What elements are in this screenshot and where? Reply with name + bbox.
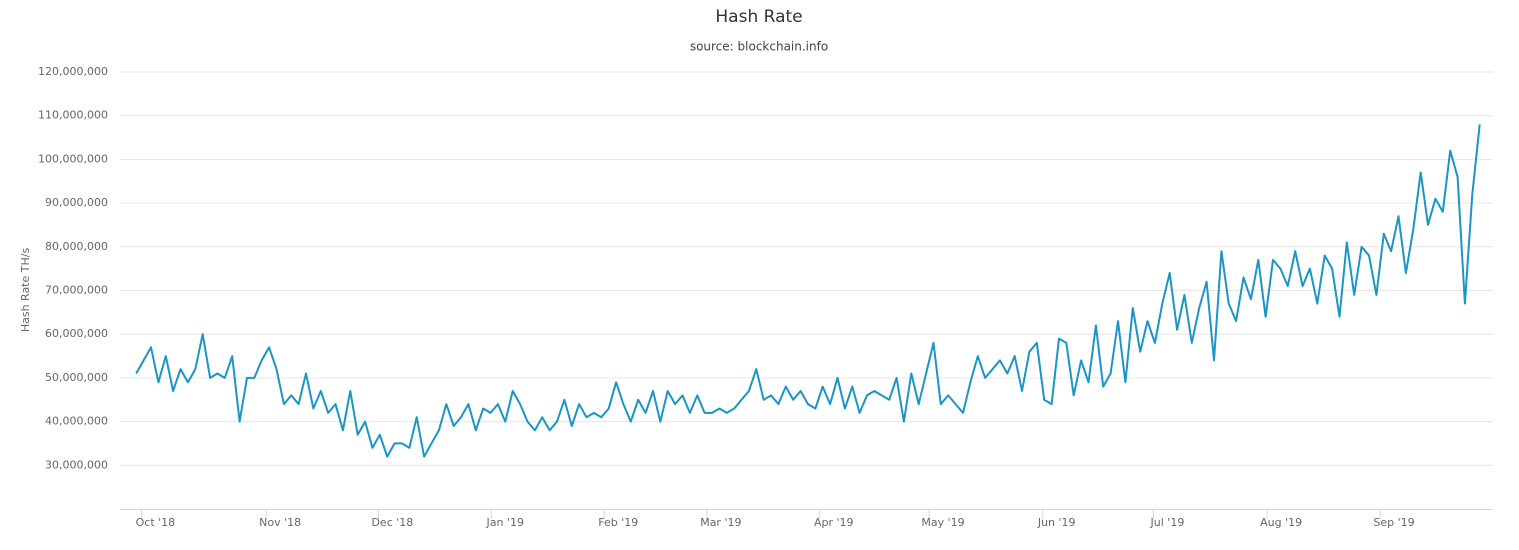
x-tick-label: Apr '19 (814, 516, 854, 529)
y-tick-label: 90,000,000 (45, 196, 108, 209)
chart-subtitle: source: blockchain.info (690, 40, 828, 54)
y-tick-label: 30,000,000 (45, 458, 108, 471)
x-tick-label: Jun '19 (1037, 516, 1076, 529)
x-tick-label: Sep '19 (1373, 516, 1414, 529)
x-tick-label: Mar '19 (700, 516, 741, 529)
y-tick-label: 110,000,000 (38, 109, 108, 122)
y-tick-label: 50,000,000 (45, 371, 108, 384)
y-tick-label: 120,000,000 (38, 65, 108, 78)
chart-title: Hash Rate (715, 7, 802, 27)
y-tick-label: 40,000,000 (45, 415, 108, 428)
x-tick-label: Jul '19 (1150, 516, 1185, 529)
x-tick-label: Nov '18 (259, 516, 301, 529)
y-tick-label: 100,000,000 (38, 152, 108, 165)
data-line (135, 124, 1481, 458)
x-tick-label: Feb '19 (598, 516, 638, 529)
x-tick-label: Oct '18 (136, 516, 176, 529)
x-tick-label: May '19 (921, 516, 964, 529)
y-tick-label: 80,000,000 (45, 240, 108, 253)
x-tick-label: Jan '19 (486, 516, 524, 529)
y-tick-label: 70,000,000 (45, 284, 108, 297)
x-tick-label: Aug '19 (1260, 516, 1302, 529)
x-tick-label: Dec '18 (371, 516, 413, 529)
y-tick-label: 60,000,000 (45, 327, 108, 340)
y-axis-label: Hash Rate TH/s (19, 248, 32, 333)
